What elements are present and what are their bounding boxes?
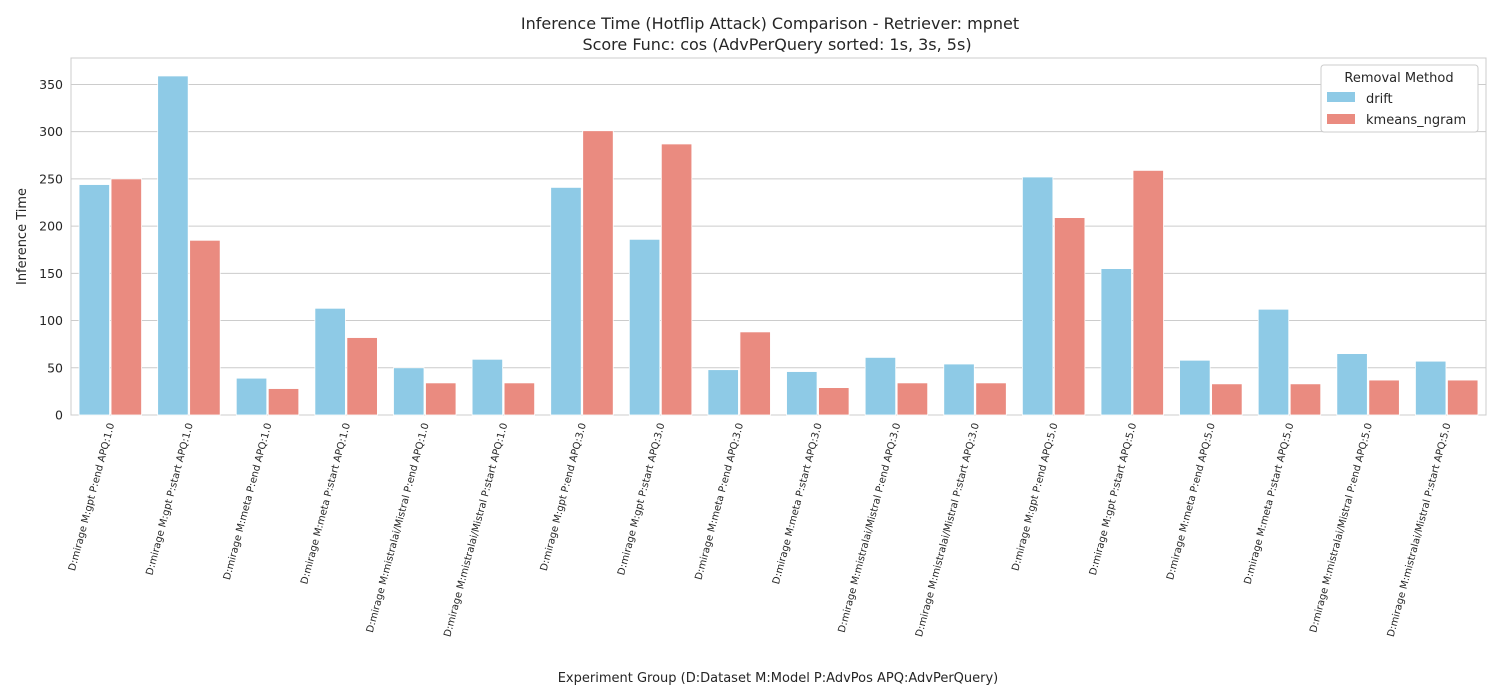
bar-kmeans-ngram-13 [1132, 169, 1164, 416]
bar-drift-10 [864, 356, 897, 416]
bar-drift-11 [943, 363, 975, 416]
x-axis-label: Experiment Group (D:Dataset M:Model P:Ad… [558, 671, 999, 686]
legend-label-drift: drift [1366, 92, 1393, 107]
y-tick-label: 200 [39, 219, 63, 234]
y-tick-label: 300 [39, 124, 63, 139]
bar-kmeans-ngram-16 [1368, 379, 1400, 416]
bar-kmeans-ngram-11 [975, 382, 1007, 416]
bar-drift-15 [1257, 308, 1290, 416]
legend-swatch-drift [1327, 92, 1355, 102]
bar-kmeans-ngram-5 [503, 382, 536, 416]
y-tick-label: 0 [55, 408, 63, 423]
y-tick-label: 350 [39, 77, 63, 92]
bar-drift-16 [1336, 353, 1368, 416]
legend-box [1320, 64, 1479, 133]
bar-kmeans-ngram-6 [582, 130, 614, 416]
bar-kmeans-ngram-0 [110, 178, 142, 416]
bar-drift-5 [471, 358, 504, 416]
y-axis-label: Inference Time [15, 188, 30, 285]
bar-drift-14 [1179, 359, 1211, 416]
chart-title-line1: Inference Time (Hotflip Attack) Comparis… [521, 14, 1019, 33]
bar-drift-12 [1021, 176, 1054, 416]
bar-drift-2 [235, 377, 268, 416]
y-tick-label: 150 [39, 266, 63, 281]
bar-drift-6 [550, 186, 582, 416]
y-tick-label: 50 [47, 360, 63, 375]
legend: Removal Method drift kmeans_ngram [1320, 64, 1479, 133]
bar-drift-8 [707, 369, 739, 416]
bar-kmeans-ngram-17 [1447, 379, 1479, 416]
bar-kmeans-ngram-14 [1211, 383, 1243, 416]
bars [78, 75, 1479, 416]
bar-kmeans-ngram-1 [189, 239, 221, 416]
legend-title: Removal Method [1344, 71, 1453, 86]
bar-kmeans-ngram-7 [660, 143, 693, 416]
bar-drift-1 [157, 75, 189, 416]
bar-drift-9 [786, 371, 818, 416]
bar-drift-7 [628, 238, 661, 416]
bar-drift-17 [1415, 360, 1447, 416]
bar-kmeans-ngram-2 [267, 388, 300, 416]
legend-label-kmeans-ngram: kmeans_ngram [1366, 113, 1466, 128]
bar-drift-13 [1100, 268, 1132, 416]
bar-kmeans-ngram-15 [1289, 383, 1322, 416]
bar-kmeans-ngram-4 [425, 382, 457, 416]
bar-kmeans-ngram-10 [896, 382, 929, 416]
plot-area-frame [70, 57, 1487, 416]
bar-kmeans-ngram-3 [346, 337, 378, 416]
bar-drift-3 [314, 307, 346, 416]
legend-swatch-kmeans-ngram [1327, 114, 1355, 124]
y-tick-label: 100 [39, 313, 63, 328]
bar-drift-4 [393, 367, 425, 416]
chart-title-line2: Score Func: cos (AdvPerQuery sorted: 1s,… [582, 35, 971, 54]
y-tick-labels: 0 50 100 150 200 250 300 350 [39, 77, 63, 423]
bar-drift-0 [78, 184, 110, 416]
bar-kmeans-ngram-9 [818, 387, 850, 416]
bar-kmeans-ngram-8 [739, 331, 771, 416]
y-tick-label: 250 [39, 171, 63, 186]
bar-kmeans-ngram-12 [1053, 217, 1086, 416]
